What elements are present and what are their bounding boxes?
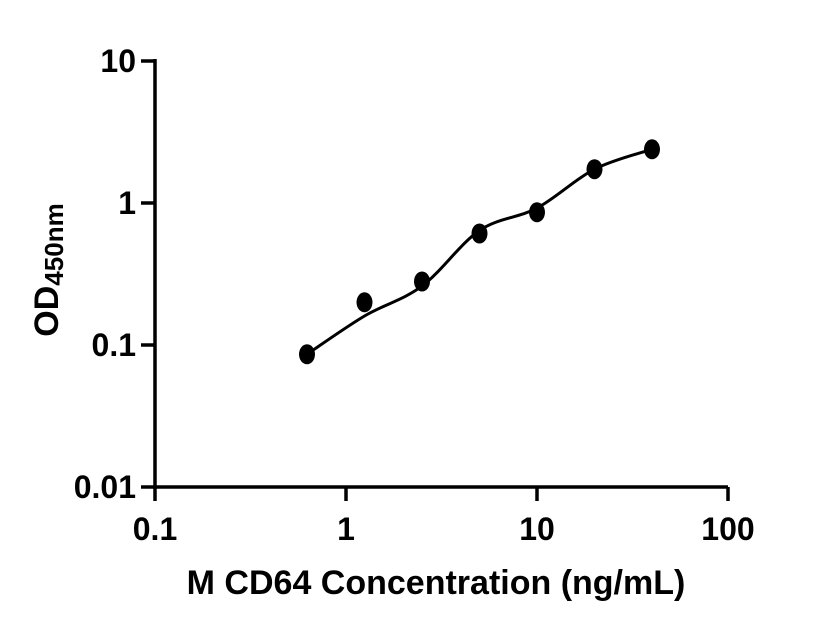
y-axis-title-subscript: 450nm bbox=[39, 203, 69, 285]
axis-spines bbox=[153, 59, 728, 489]
y-tick-label: 10 bbox=[100, 43, 136, 79]
data-point bbox=[471, 223, 488, 244]
data-point bbox=[299, 344, 315, 365]
data-point bbox=[644, 139, 660, 160]
y-tick-label: 0.1 bbox=[92, 327, 136, 363]
data-point bbox=[356, 292, 373, 313]
x-tick-label: 0.1 bbox=[133, 511, 177, 547]
x-tick-label: 100 bbox=[701, 511, 754, 547]
axes-layer bbox=[153, 59, 728, 489]
fit-curve bbox=[306, 147, 653, 356]
data-point bbox=[414, 271, 430, 292]
y-tick-label: 0.01 bbox=[74, 469, 136, 505]
data-point bbox=[529, 202, 545, 223]
series-layer bbox=[299, 139, 660, 365]
x-axis-title: M CD64 Concentration (ng/mL) bbox=[187, 564, 686, 602]
x-tick-label: 1 bbox=[337, 511, 355, 547]
data-point bbox=[586, 159, 603, 180]
y-tick-label: 1 bbox=[118, 185, 136, 221]
x-tick-label: 10 bbox=[519, 511, 555, 547]
y-axis-title-main: OD bbox=[28, 286, 66, 337]
ticks-layer bbox=[141, 59, 730, 501]
tick-labels-layer: 0.01 0.1 1 10 0.1 1 10 100 bbox=[74, 43, 755, 547]
y-axis-title: OD450nm bbox=[28, 203, 69, 336]
